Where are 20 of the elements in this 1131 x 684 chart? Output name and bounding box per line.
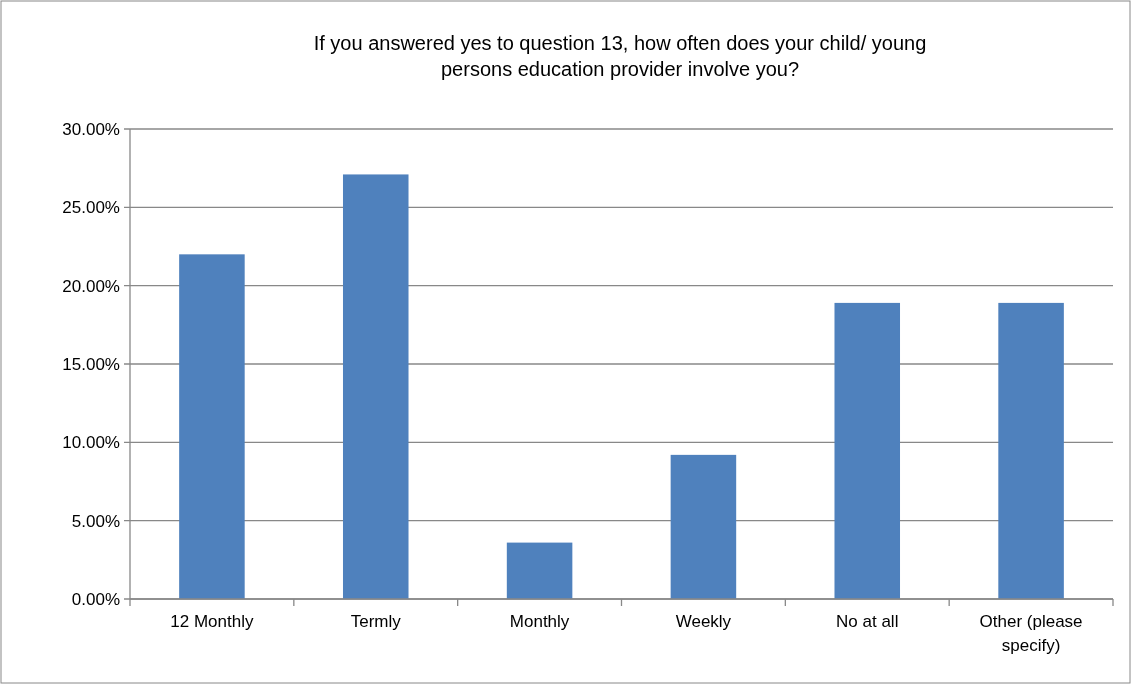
y-tick-label: 20.00% — [62, 276, 120, 296]
chart-title: If you answered yes to question 13, how often does your child/ young persons education provider involve you? — [313, 32, 927, 80]
y-tick-label: 25.00% — [62, 198, 120, 218]
y-tick-label: 5.00% — [71, 511, 120, 531]
x-tick-label: No at all — [836, 612, 899, 631]
x-tick-label: 12 Monthly — [170, 612, 254, 631]
bar — [998, 302, 1064, 599]
bar — [179, 254, 245, 599]
y-tick-label: 10.00% — [62, 433, 120, 453]
bar — [834, 302, 901, 599]
x-tick-label: Weekly — [675, 612, 732, 631]
bar — [670, 454, 737, 599]
bar — [506, 542, 573, 599]
y-tick-label: 0.00% — [71, 589, 120, 609]
x-tick-label: Termly — [350, 612, 402, 631]
bar — [342, 174, 409, 599]
x-tick-label: Monthly — [509, 612, 570, 631]
y-tick-label: 15.00% — [62, 354, 120, 374]
x-tick-label: Other (please specify) — [979, 612, 1083, 655]
y-tick-label: 30.00% — [62, 119, 120, 139]
